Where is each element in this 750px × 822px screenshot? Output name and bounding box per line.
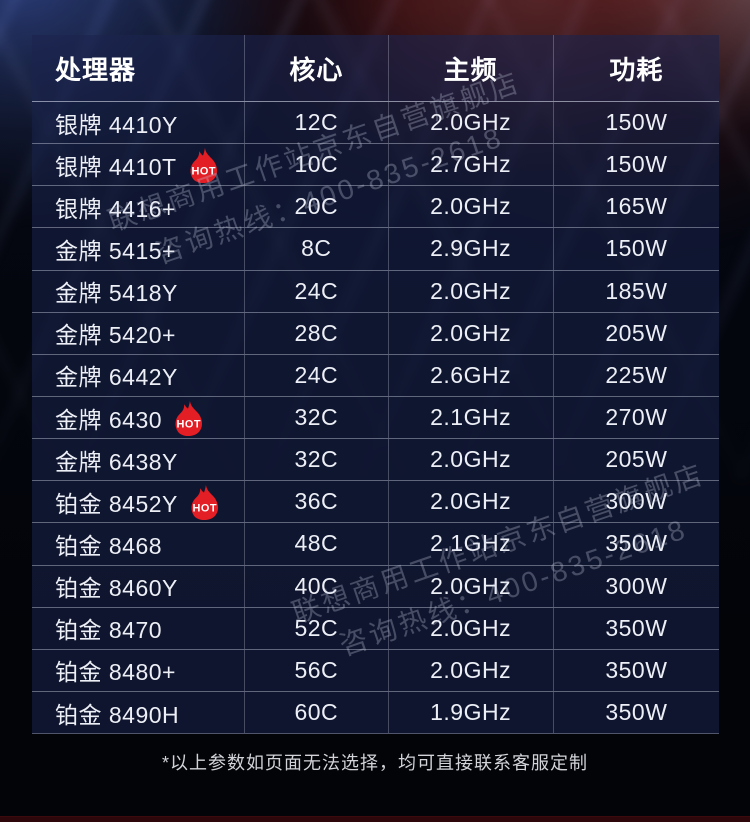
- processor-name: 金牌 6430: [55, 406, 163, 433]
- power-value: 150W: [552, 228, 719, 270]
- processor-name: 金牌 5420+: [55, 322, 176, 349]
- power-value: 350W: [552, 691, 719, 734]
- table-row: 铂金 8452Y HOT 36C 2.0GHz 300W: [32, 480, 719, 523]
- cores-value: 28C: [244, 312, 387, 354]
- power-value: 350W: [552, 607, 719, 649]
- frequency-value: 2.0GHz: [387, 565, 553, 607]
- table-row: 金牌 6430 HOT 32C 2.1GHz 270W: [32, 395, 719, 439]
- processor-name: 金牌 5415+: [55, 237, 176, 264]
- processor-name: 铂金 8460Y: [55, 575, 178, 602]
- table-row: 银牌 4410Y 12C 2.0GHz 150W: [32, 102, 719, 144]
- processor-name: 铂金 8480+: [55, 659, 176, 686]
- cores-value: 60C: [244, 691, 387, 734]
- power-value: 150W: [552, 144, 719, 186]
- cores-value: 32C: [244, 439, 387, 481]
- table-row: 铂金 8490H 60C 1.9GHz 350W: [32, 690, 719, 735]
- processor-name: 金牌 6438Y: [55, 448, 178, 475]
- hot-flame-icon: HOT: [171, 400, 206, 438]
- power-value: 185W: [552, 270, 719, 312]
- cores-value: 52C: [244, 607, 387, 649]
- power-value: 350W: [552, 523, 719, 565]
- frequency-value: 2.1GHz: [387, 396, 553, 439]
- power-value: 300W: [552, 565, 719, 607]
- cpu-spec-table: 处理器 核心 主频 功耗 银牌 4410Y 12C 2.0GHz 150W 银牌…: [32, 35, 719, 735]
- cores-value: 56C: [244, 649, 387, 691]
- cores-value: 40C: [244, 565, 387, 607]
- processor-name: 金牌 5418Y: [55, 280, 178, 307]
- table-row: 铂金 8460Y 40C 2.0GHz 300W: [32, 564, 719, 607]
- table-row: 银牌 4410T HOT 10C 2.7GHz 150W: [32, 143, 719, 186]
- table-row: 金牌 6438Y 32C 2.0GHz 205W: [32, 438, 719, 481]
- frequency-value: 2.0GHz: [387, 481, 553, 523]
- processor-name: 铂金 8490H: [55, 701, 180, 728]
- processor-name: 银牌 4416+: [55, 195, 176, 222]
- bottom-red-strip: [0, 816, 750, 822]
- cores-value: 36C: [244, 481, 387, 523]
- cores-value: 20C: [244, 186, 387, 228]
- column-header-power: 功耗: [552, 35, 719, 101]
- power-value: 350W: [552, 649, 719, 691]
- power-value: 205W: [552, 312, 719, 354]
- frequency-value: 2.0GHz: [387, 649, 553, 691]
- processor-name: 金牌 6442Y: [55, 364, 178, 391]
- footer-note: *以上参数如页面无法选择，均可直接联系客服定制: [161, 753, 588, 773]
- table-row: 铂金 8480+ 56C 2.0GHz 350W: [32, 648, 719, 691]
- cores-value: 32C: [244, 396, 387, 439]
- frequency-value: 2.0GHz: [387, 607, 553, 649]
- hot-flame-icon: HOT: [186, 147, 221, 185]
- processor-name: 铂金 8452Y: [55, 490, 178, 517]
- cores-value: 24C: [244, 270, 387, 312]
- table-row: 金牌 5415+ 8C 2.9GHz 150W: [32, 227, 719, 270]
- frequency-value: 2.0GHz: [387, 439, 553, 481]
- column-header-cores: 核心: [244, 35, 387, 101]
- frequency-value: 2.9GHz: [387, 228, 553, 270]
- table-row: 铂金 8468 48C 2.1GHz 350W: [32, 522, 719, 565]
- power-value: 225W: [552, 354, 719, 396]
- processor-name: 银牌 4410T: [55, 153, 177, 180]
- hot-flame-icon: HOT: [187, 484, 222, 522]
- power-value: 165W: [552, 186, 719, 228]
- cores-value: 48C: [244, 523, 387, 565]
- frequency-value: 2.7GHz: [387, 144, 553, 186]
- frequency-value: 2.0GHz: [387, 186, 553, 228]
- svg-text:HOT: HOT: [177, 418, 201, 430]
- power-value: 270W: [552, 396, 719, 439]
- processor-name: 银牌 4410Y: [55, 111, 178, 138]
- cores-value: 10C: [244, 144, 387, 186]
- processor-name: 铂金 8470: [55, 617, 163, 644]
- table-header-row: 处理器 核心 主频 功耗: [32, 35, 719, 102]
- svg-text:HOT: HOT: [191, 165, 215, 177]
- frequency-value: 2.0GHz: [387, 312, 553, 354]
- power-value: 205W: [552, 439, 719, 481]
- table-row: 金牌 5420+ 28C 2.0GHz 205W: [32, 311, 719, 354]
- column-header-frequency: 主频: [387, 35, 553, 101]
- column-header-processor: 处理器: [55, 54, 137, 85]
- frequency-value: 1.9GHz: [387, 691, 553, 734]
- frequency-value: 2.0GHz: [387, 102, 553, 144]
- frequency-value: 2.1GHz: [387, 523, 553, 565]
- frequency-value: 2.6GHz: [387, 354, 553, 396]
- table-row: 金牌 6442Y 24C 2.6GHz 225W: [32, 353, 719, 396]
- processor-name: 铂金 8468: [55, 532, 163, 559]
- power-value: 300W: [552, 481, 719, 523]
- cores-value: 24C: [244, 354, 387, 396]
- cores-value: 8C: [244, 228, 387, 270]
- svg-text:HOT: HOT: [192, 502, 216, 514]
- cores-value: 12C: [244, 102, 387, 144]
- frequency-value: 2.0GHz: [387, 270, 553, 312]
- table-row: 铂金 8470 52C 2.0GHz 350W: [32, 606, 719, 649]
- table-row: 金牌 5418Y 24C 2.0GHz 185W: [32, 269, 719, 312]
- power-value: 150W: [552, 102, 719, 144]
- table-row: 银牌 4416+ 20C 2.0GHz 165W: [32, 185, 719, 228]
